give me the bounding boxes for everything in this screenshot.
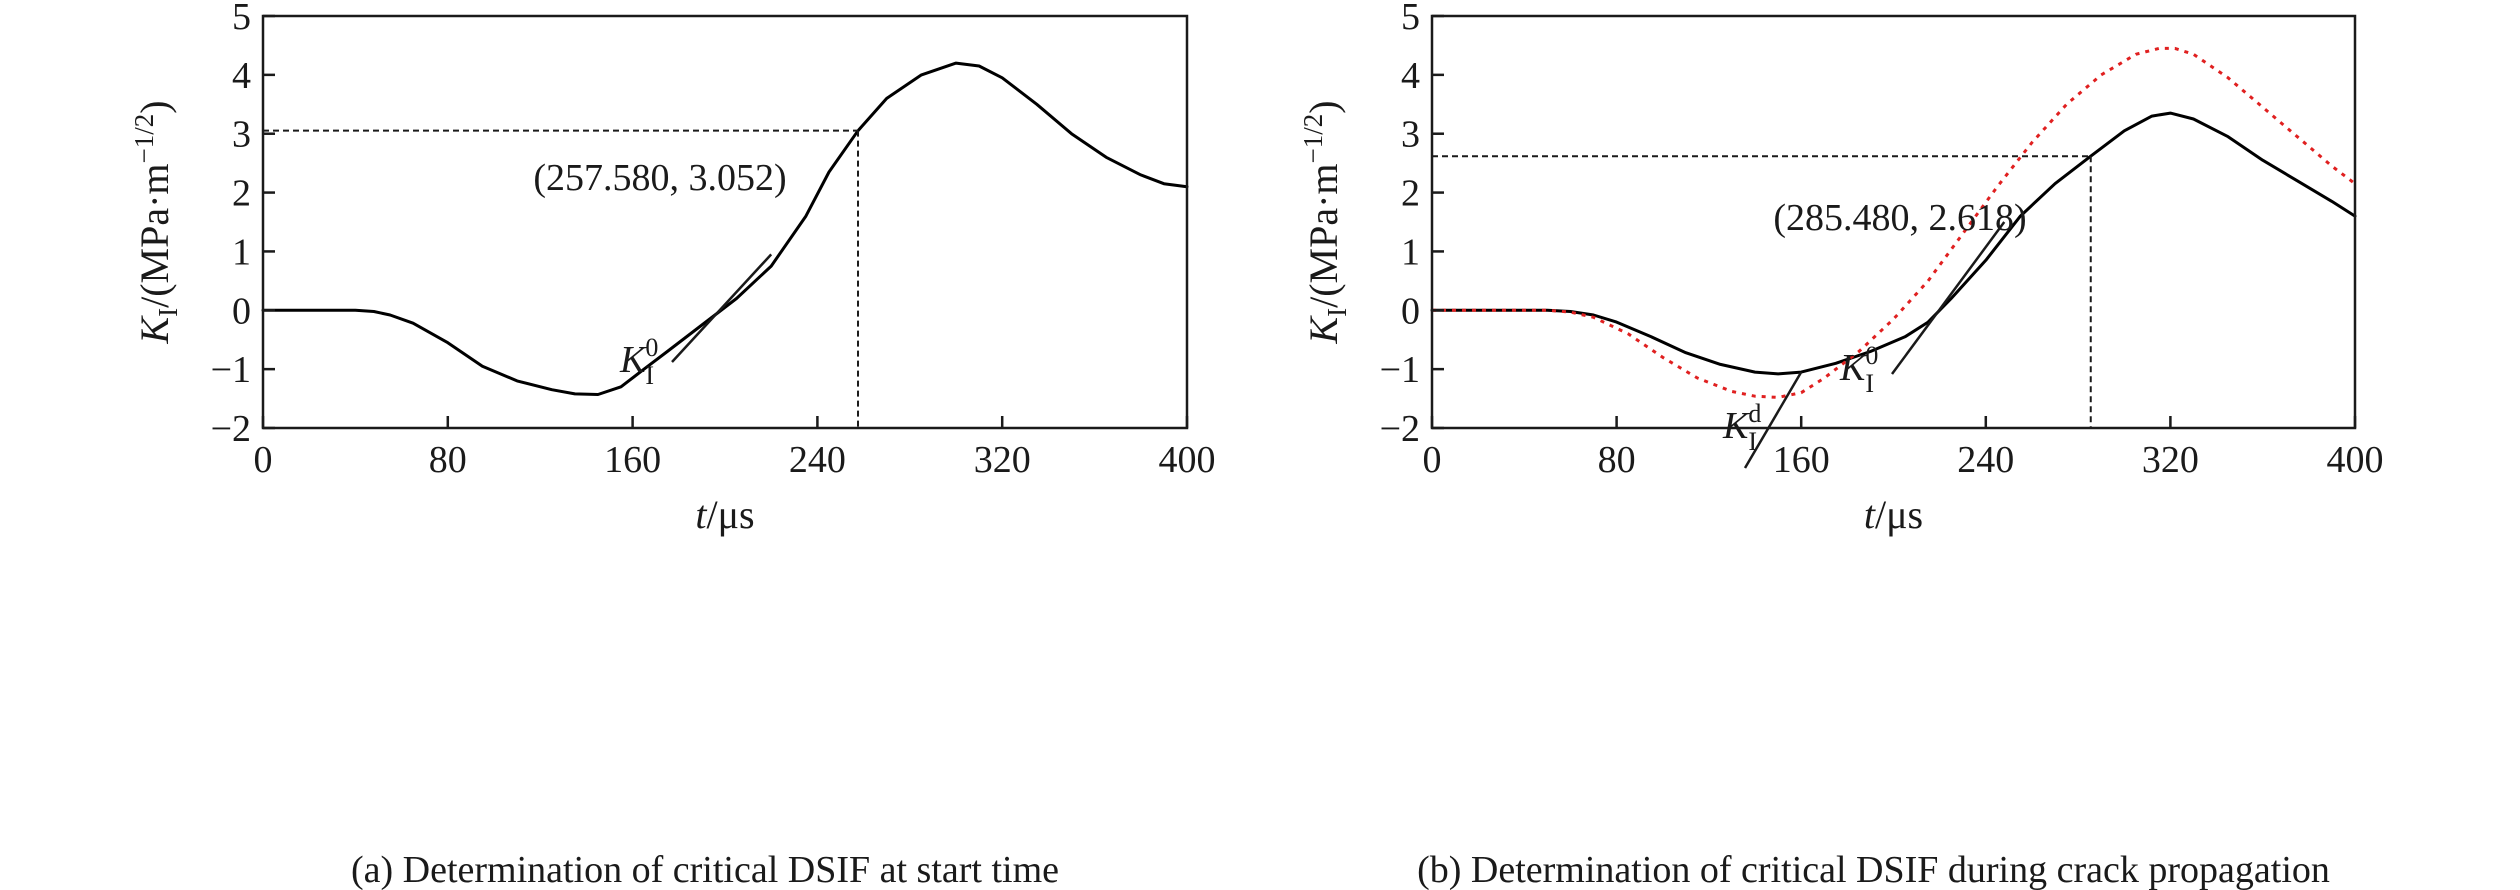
panel-a-x-axis: 0 80 160 240 320 400 xyxy=(254,416,1216,481)
series-label: K0 I xyxy=(1839,341,1878,398)
panel-b-ylabel-exp: −1/2 xyxy=(1298,114,1328,164)
panel-b-caption: (b) Determination of critical DSIF durin… xyxy=(1417,849,2330,890)
panel-b-series-layer xyxy=(1430,46,2357,399)
chart-panel-a: 0 80 160 240 320 400 −2 −1 0 1 2 3 4 5 t/μs KI/(MPa·… xyxy=(129,0,1216,890)
panel-a-series-layer xyxy=(261,61,1189,396)
x-tick-label: 320 xyxy=(974,439,1031,481)
x-tick-label: 160 xyxy=(604,439,661,481)
panel-a-ylabel-var: K xyxy=(132,315,177,345)
chart-panel-b: 0 80 160 240 320 400 −2 −1 0 1 2 3 4 5 t/μs KI/(MPa·… xyxy=(1298,0,2384,890)
panel-b-y-axis-label: KI/(MPa·m−1/2) xyxy=(1298,100,1352,344)
panel-b-xlabel-var: t xyxy=(1864,492,1876,537)
x-tick-label: 160 xyxy=(1773,439,1830,481)
panel-a-x-axis-label: t/μs xyxy=(695,492,754,537)
y-tick-label: 0 xyxy=(1401,290,1420,332)
x-tick-label: 80 xyxy=(429,439,467,481)
y-tick-label: −1 xyxy=(211,349,251,391)
y-tick-label: 3 xyxy=(1401,114,1420,156)
panel-b-reference-lines xyxy=(1432,155,2092,428)
series-label-leader xyxy=(1743,371,1803,469)
panel-b-ylabel-close: ) xyxy=(1301,100,1346,113)
panel-a-annotations: (257.580, 3.052) K0 I xyxy=(533,157,786,390)
y-tick-label: 4 xyxy=(1401,55,1420,97)
panel-b-xlabel-unit: /μs xyxy=(1875,492,1923,537)
y-tick-label: −2 xyxy=(1380,408,1420,450)
panel-a-reference-lines xyxy=(263,129,860,428)
panel-b-ylabel-unit: /(MPa·m xyxy=(1301,163,1346,307)
panel-a-ylabel-exp: −1/2 xyxy=(129,114,159,164)
y-tick-label: 1 xyxy=(1401,231,1420,273)
panel-a-caption: (a) Determination of critical DSIF at st… xyxy=(351,849,1059,890)
panel-a-ylabel-close: ) xyxy=(132,100,177,113)
panel-b-series-line-0 xyxy=(1430,111,2357,376)
panel-b-x-axis-label: t/μs xyxy=(1864,492,1923,537)
x-tick-label: 0 xyxy=(254,439,273,481)
panel-a-xlabel-var: t xyxy=(695,492,707,537)
x-tick-label: 320 xyxy=(2142,439,2199,481)
critical-point-label: (285.480, 2.618) xyxy=(1773,197,2026,239)
panel-b-ylabel-var: K xyxy=(1301,315,1346,345)
series-label: Kd I xyxy=(1722,399,1761,456)
panel-a-ylabel-unit: /(MPa·m xyxy=(132,163,177,307)
y-tick-label: 0 xyxy=(232,290,251,332)
y-tick-label: 5 xyxy=(1401,0,1420,38)
critical-point-label: (257.580, 3.052) xyxy=(533,157,786,199)
y-tick-label: −2 xyxy=(211,408,251,450)
x-tick-label: 400 xyxy=(1159,439,1216,481)
y-tick-label: −1 xyxy=(1380,349,1420,391)
panel-b-x-axis: 0 80 160 240 320 400 xyxy=(1423,416,2384,481)
y-tick-label: 2 xyxy=(1401,173,1420,215)
y-tick-label: 5 xyxy=(232,0,251,38)
series-label: K0 I xyxy=(619,333,658,390)
panel-b-ylabel-sub: I xyxy=(1322,308,1352,317)
y-tick-label: 2 xyxy=(232,173,251,215)
x-tick-label: 240 xyxy=(789,439,846,481)
panel-a-y-axis-label: KI/(MPa·m−1/2) xyxy=(129,100,183,344)
panel-a-xlabel-unit: /μs xyxy=(707,492,755,537)
panel-b-annotations: (285.480, 2.618) K0 I Kd I xyxy=(1722,197,2027,469)
y-tick-label: 1 xyxy=(232,231,251,273)
panel-a-ylabel-sub: I xyxy=(153,308,183,317)
series-label-leader xyxy=(671,253,773,363)
y-tick-label: 3 xyxy=(232,114,251,156)
x-tick-label: 0 xyxy=(1423,439,1442,481)
panel-a-y-axis: −2 −1 0 1 2 3 4 5 xyxy=(211,0,275,450)
y-tick-label: 4 xyxy=(232,55,251,97)
x-tick-label: 80 xyxy=(1598,439,1636,481)
x-tick-label: 400 xyxy=(2327,439,2384,481)
panel-b-y-axis: −2 −1 0 1 2 3 4 5 xyxy=(1380,0,1444,450)
series-label-leader xyxy=(1890,221,2006,375)
panel-b-plot-frame xyxy=(1430,14,2357,430)
panel-a-plot-frame xyxy=(261,14,1189,430)
x-tick-label: 240 xyxy=(1957,439,2014,481)
panel-a-series-line-0 xyxy=(261,61,1189,396)
